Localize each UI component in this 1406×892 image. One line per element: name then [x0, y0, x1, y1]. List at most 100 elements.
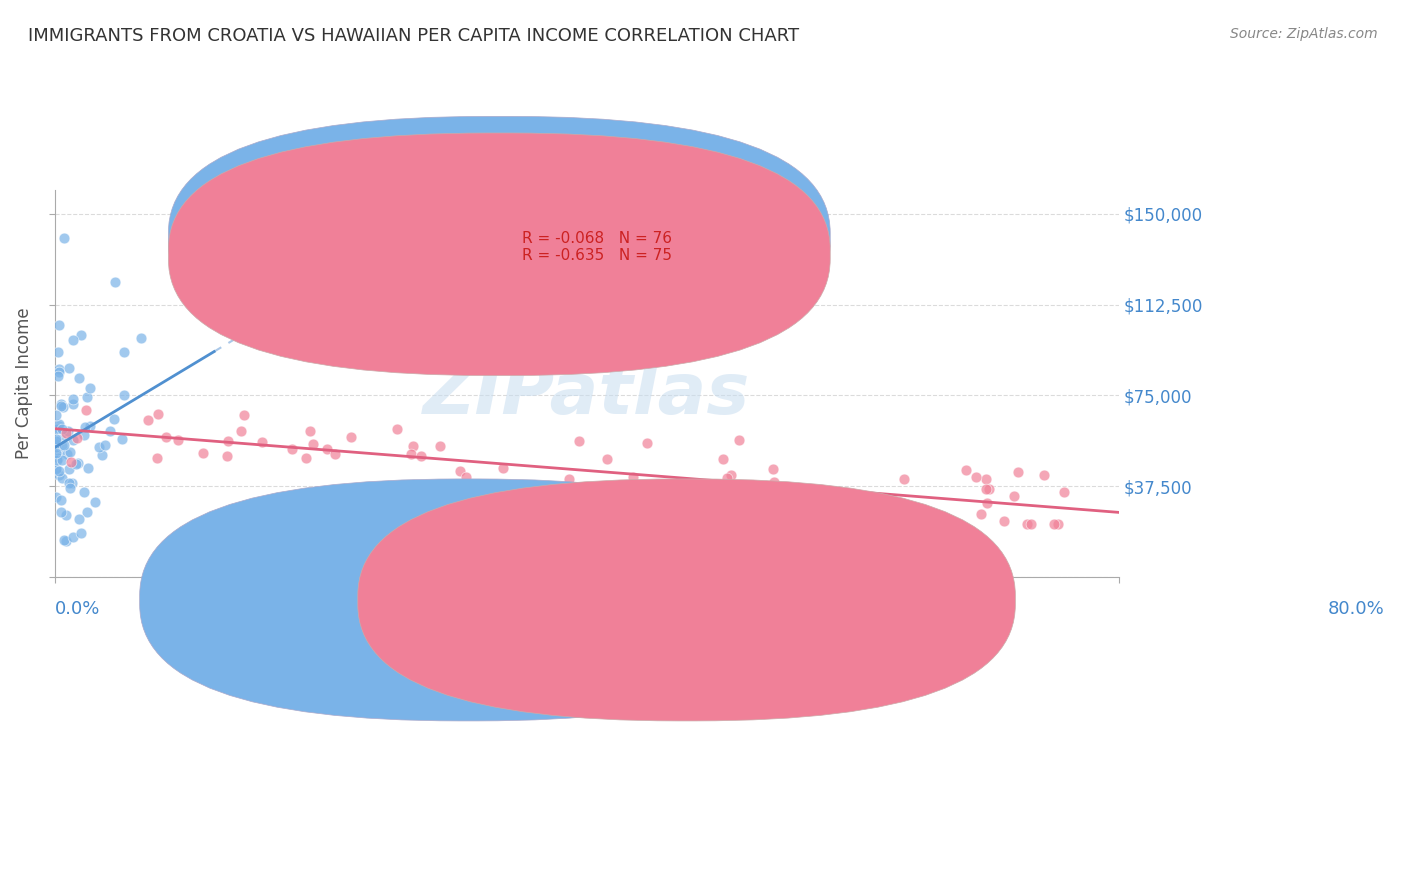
Point — [456, 469, 478, 483]
Point — [1046, 516, 1069, 531]
Point — [46, 422, 69, 436]
Point — [66, 456, 89, 470]
Point — [52, 401, 75, 415]
Point — [1043, 516, 1066, 531]
Point — [763, 475, 786, 489]
Point — [402, 440, 425, 454]
Point — [644, 479, 666, 493]
Point — [411, 449, 433, 463]
Point — [869, 505, 891, 519]
Point — [69, 526, 91, 541]
Point — [155, 430, 177, 444]
Point — [45, 440, 67, 454]
Point — [399, 447, 422, 461]
Point — [45, 461, 67, 475]
Point — [89, 441, 111, 455]
Point — [301, 436, 323, 450]
Point — [46, 446, 69, 460]
Point — [48, 362, 70, 376]
Point — [51, 471, 73, 485]
Point — [45, 409, 67, 423]
Point — [45, 452, 67, 467]
Text: 80.0%: 80.0% — [1327, 600, 1385, 618]
Text: Source: ZipAtlas.com: Source: ZipAtlas.com — [1230, 27, 1378, 41]
Point — [46, 451, 69, 466]
Point — [429, 439, 451, 453]
Point — [449, 464, 471, 478]
Text: ZIPatlas: ZIPatlas — [423, 360, 751, 429]
Point — [794, 516, 817, 530]
Point — [716, 471, 738, 485]
Point — [65, 457, 87, 471]
Point — [53, 438, 76, 452]
Point — [56, 424, 79, 438]
Point — [136, 413, 159, 427]
Point — [48, 318, 70, 332]
Point — [49, 505, 72, 519]
Point — [974, 482, 997, 496]
Point — [58, 462, 80, 476]
Point — [51, 453, 73, 467]
Point — [79, 382, 101, 396]
Point — [49, 493, 72, 508]
Point — [76, 505, 98, 519]
Point — [1019, 516, 1042, 531]
Point — [1007, 465, 1029, 479]
Point — [62, 333, 84, 347]
Point — [820, 483, 842, 498]
Point — [1033, 467, 1056, 482]
Point — [970, 507, 993, 521]
Point — [232, 408, 254, 422]
Point — [51, 397, 73, 411]
Point — [167, 433, 190, 447]
Point — [720, 467, 742, 482]
FancyBboxPatch shape — [169, 133, 830, 376]
FancyBboxPatch shape — [464, 220, 735, 269]
Point — [100, 425, 122, 439]
Point — [721, 487, 744, 501]
Point — [596, 451, 619, 466]
Point — [716, 487, 738, 501]
Point — [67, 371, 90, 385]
Point — [146, 451, 169, 466]
Point — [703, 489, 725, 503]
Point — [700, 509, 723, 524]
Text: R = -0.068   N = 76: R = -0.068 N = 76 — [522, 231, 672, 246]
Point — [69, 327, 91, 342]
Y-axis label: Per Capita Income: Per Capita Income — [15, 308, 32, 459]
Point — [299, 425, 322, 439]
Point — [48, 417, 70, 432]
Point — [52, 533, 75, 547]
Point — [59, 444, 82, 458]
Point — [103, 275, 125, 289]
Point — [75, 402, 97, 417]
Point — [45, 432, 67, 446]
Point — [728, 433, 751, 447]
Point — [339, 430, 361, 444]
Point — [323, 447, 346, 461]
Point — [491, 460, 513, 475]
FancyBboxPatch shape — [169, 116, 830, 359]
Point — [993, 515, 1015, 529]
Point — [217, 434, 239, 448]
Point — [785, 500, 807, 515]
Point — [45, 491, 67, 505]
Point — [734, 496, 756, 510]
Point — [965, 470, 987, 484]
Point — [73, 428, 96, 442]
Point — [281, 442, 304, 456]
Point — [83, 494, 105, 508]
Point — [77, 461, 100, 475]
Point — [974, 472, 997, 486]
Point — [432, 480, 454, 494]
Point — [48, 468, 70, 483]
Point — [62, 530, 84, 544]
Point — [955, 463, 977, 477]
Point — [799, 484, 821, 499]
Point — [146, 407, 169, 421]
Point — [730, 495, 752, 509]
Point — [48, 464, 70, 478]
Point — [1002, 489, 1025, 503]
Point — [385, 422, 408, 436]
Point — [51, 438, 73, 452]
